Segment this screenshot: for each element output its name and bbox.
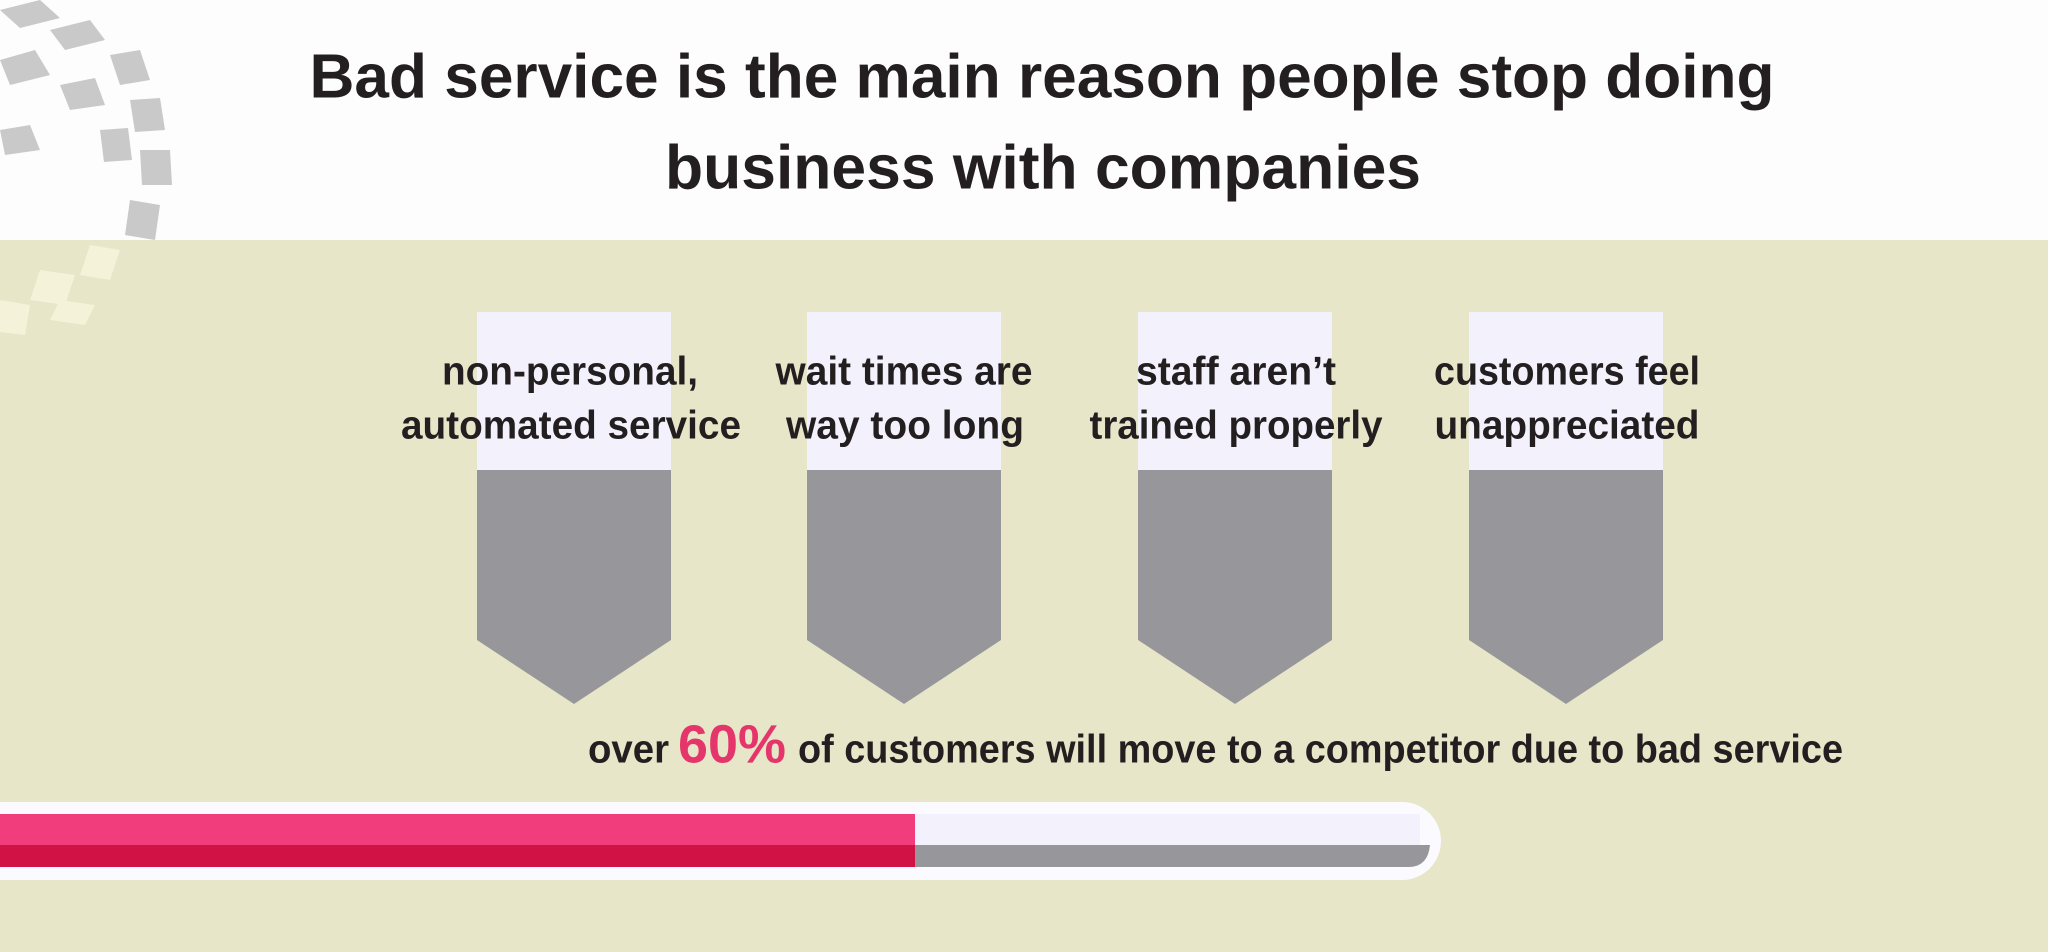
stat-highlight: 60%	[678, 714, 786, 774]
arrow-body	[477, 470, 671, 704]
bar-remainder-top	[915, 814, 1420, 845]
bar-fill-bottom	[0, 845, 915, 867]
arrow-body	[1469, 470, 1663, 704]
arrow-top	[477, 312, 671, 470]
reason-label: way too long	[785, 404, 1024, 448]
reason-label: non-personal,	[442, 350, 698, 394]
reason-label: automated service	[401, 404, 741, 448]
reason-label: trained properly	[1090, 404, 1384, 448]
stat-suffix: of customers will move to a competitor d…	[798, 728, 1843, 772]
progress-bar	[0, 802, 1441, 880]
arrow-top	[1469, 312, 1663, 470]
bar-fill-top	[0, 814, 915, 845]
reason-label: customers feel	[1434, 350, 1700, 394]
reason-label: wait times are	[775, 350, 1033, 394]
reason-arrow	[807, 312, 1001, 704]
stat-prefix: over	[588, 728, 669, 772]
title-line: Bad service is the main reason people st…	[310, 42, 1775, 111]
header-band	[0, 0, 2048, 240]
reason-label: staff aren’t	[1136, 350, 1336, 394]
decor-checker	[0, 0, 172, 240]
decor-checker-light	[0, 245, 120, 335]
bar-remainder	[915, 845, 1430, 867]
title-line: business with companies	[665, 133, 1421, 202]
arrow-top	[1138, 312, 1332, 470]
arrow-body	[1138, 470, 1332, 704]
reason-arrow	[1138, 312, 1332, 704]
reason-label: unappreciated	[1435, 404, 1700, 448]
reason-arrow	[1469, 312, 1663, 704]
arrow-top	[807, 312, 1001, 470]
arrow-body	[807, 470, 1001, 704]
reason-arrow	[477, 312, 671, 704]
